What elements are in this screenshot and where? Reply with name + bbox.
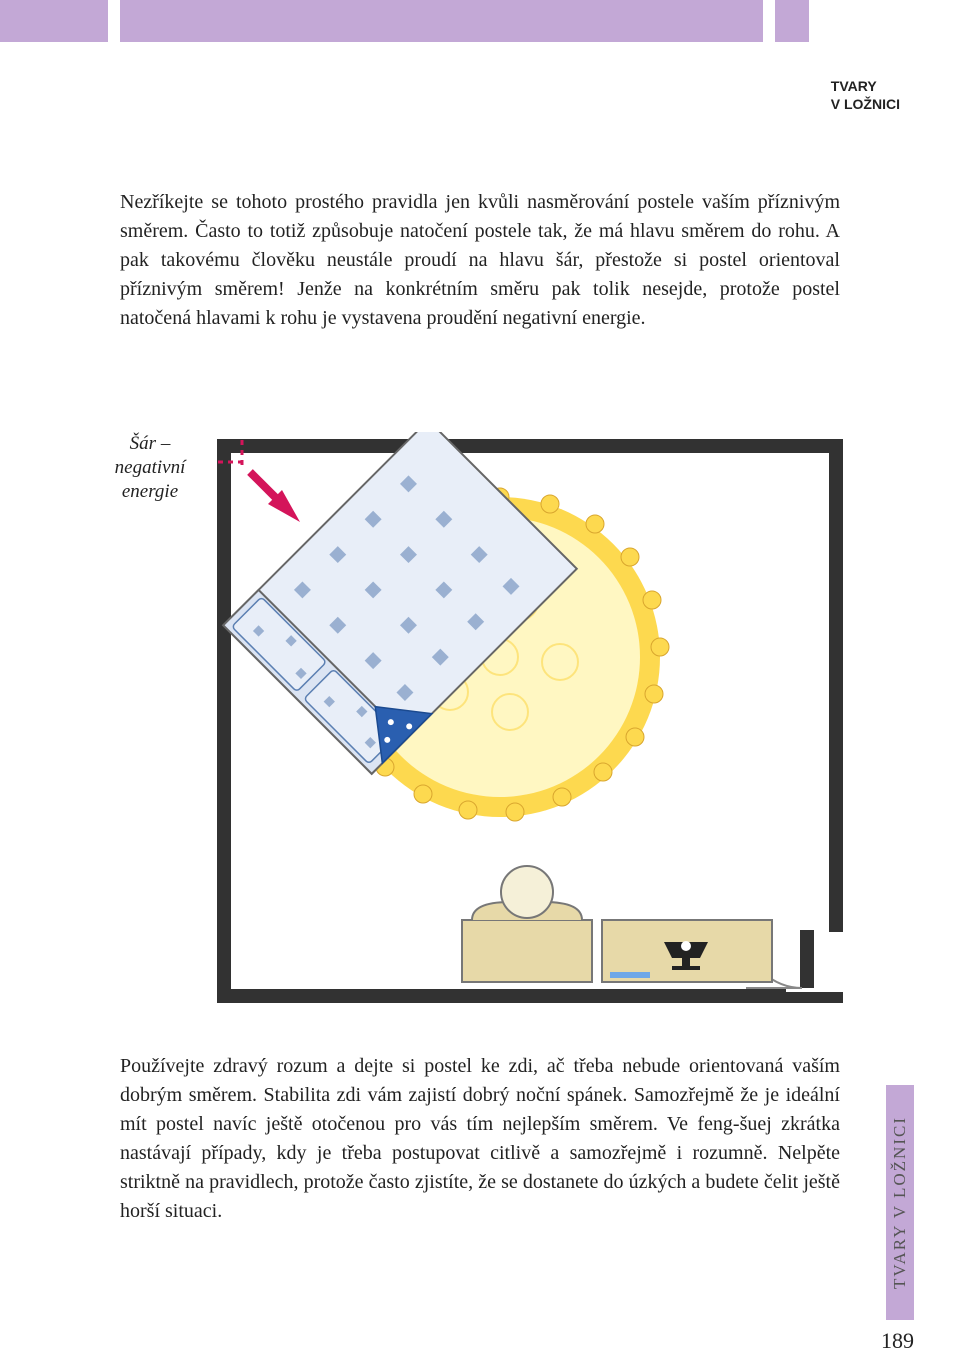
- body-paragraph-1: Nezříkejte se tohoto prostého pravidla j…: [120, 188, 840, 333]
- desk: [602, 920, 772, 982]
- door-gap: [786, 932, 846, 992]
- section-heading-line: V LOŽNICI: [831, 96, 900, 112]
- desk-accent: [610, 972, 650, 978]
- floorplan-svg: [210, 432, 850, 1010]
- diagram-caption: Šár – negativní energie: [95, 432, 205, 503]
- side-tab: TVARY V LOŽNICI: [886, 1085, 914, 1320]
- caption-line: energie: [122, 481, 178, 502]
- section-heading: TVARY V LOŽNICI: [831, 78, 900, 113]
- side-tab-label: TVARY V LOŽNICI: [890, 1116, 910, 1289]
- header-bar-segment: [0, 0, 108, 42]
- header-bar-segment: [120, 0, 763, 42]
- header-color-bars: [0, 0, 960, 42]
- bedroom-floorplan-diagram: [210, 432, 850, 1010]
- caption-line: Šár –: [130, 433, 171, 454]
- body-paragraph-2: Používejte zdravý rozum a dejte si poste…: [120, 1052, 840, 1226]
- caption-line: negativní: [115, 457, 186, 478]
- door-jamb: [800, 930, 814, 988]
- chair-cushion: [501, 866, 553, 918]
- header-bar-segment: [775, 0, 809, 42]
- page-number: 189: [881, 1328, 914, 1354]
- section-heading-line: TVARY: [831, 78, 877, 94]
